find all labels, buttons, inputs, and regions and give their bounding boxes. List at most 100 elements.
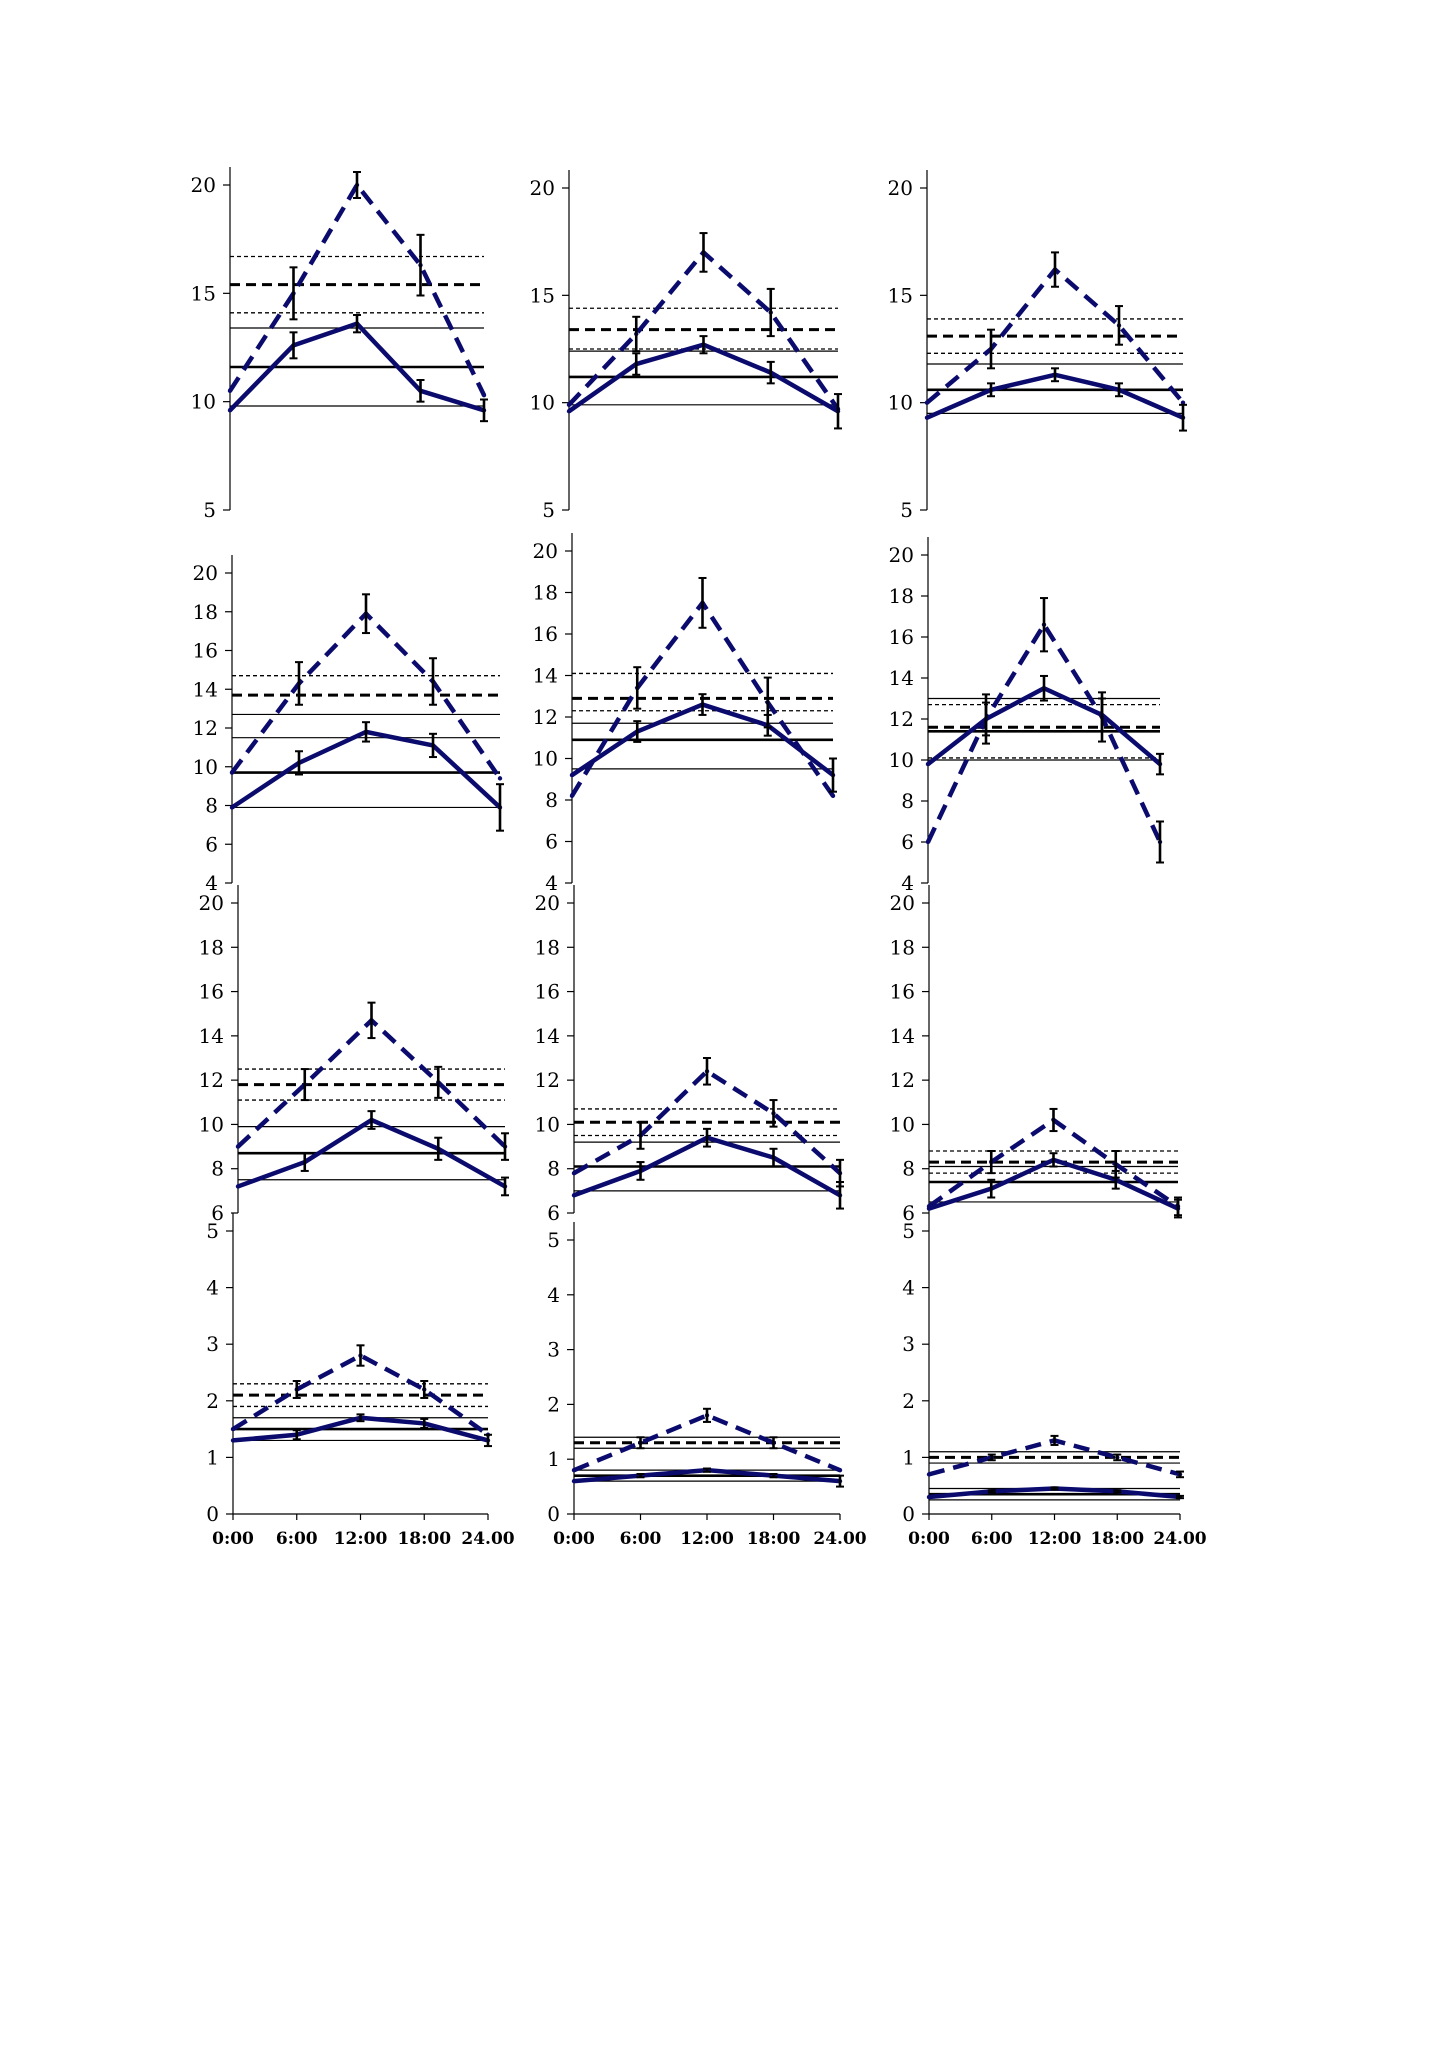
data-point	[481, 392, 487, 398]
error-bar	[1156, 752, 1164, 776]
error-bar	[484, 1433, 492, 1448]
y-tick-label: 14	[890, 1024, 915, 1048]
y-tick-label: 20	[199, 891, 224, 915]
y-tick-label: 10	[535, 1112, 560, 1136]
error-bar	[300, 1152, 309, 1172]
y-tick-label: 0	[902, 1502, 915, 1526]
error-bar	[416, 379, 425, 403]
y-tick-label: 8	[545, 788, 558, 812]
error-bar	[1049, 1152, 1058, 1168]
error-bar	[1049, 1107, 1058, 1133]
y-tick-label: 12	[535, 1068, 560, 1092]
error-bar	[1115, 382, 1123, 398]
y-tick-label: 6	[902, 1201, 915, 1225]
error-bar	[766, 360, 775, 385]
x-tick-label: 24.00	[1153, 1529, 1206, 1549]
data-point	[566, 409, 572, 414]
y-tick-label: 8	[547, 1157, 560, 1181]
series-line-dashed	[573, 1413, 841, 1473]
series-line-solid	[230, 729, 502, 810]
data-point	[837, 1467, 843, 1473]
y-tick-label: 5	[902, 1219, 915, 1243]
error-bar	[1051, 251, 1059, 288]
error-bar	[763, 713, 772, 737]
chart-panel-6: 4 6 8 10 12 14 16 18 20	[889, 537, 1164, 895]
x-tick-label: 18:00	[1090, 1529, 1144, 1549]
y-tick-label: 12	[889, 707, 914, 731]
error-bar	[632, 352, 641, 376]
y-tick-label: 3	[902, 1332, 915, 1356]
error-bar	[1179, 403, 1187, 432]
data-point	[227, 408, 233, 413]
error-bar	[636, 1472, 645, 1479]
y-tick-label: 20	[890, 891, 915, 915]
y-tick-label: 8	[205, 794, 218, 818]
y-tick-label: 14	[193, 677, 218, 701]
x-tick-label: 0:00	[212, 1529, 254, 1549]
y-tick-label: 2	[206, 1389, 219, 1413]
error-bar	[295, 661, 303, 706]
x-tick-label: 6:00	[971, 1529, 1013, 1549]
y-tick-label: 5	[206, 1219, 219, 1243]
error-bar	[1113, 1453, 1122, 1462]
y-tick-label: 4	[545, 871, 558, 895]
y-tick-label: 20	[530, 176, 555, 200]
error-bar	[434, 1065, 443, 1099]
y-tick-label: 10	[533, 747, 558, 771]
error-bar	[356, 1344, 365, 1367]
error-bar	[1051, 367, 1059, 383]
error-bar	[987, 1489, 996, 1494]
y-tick-label: 12	[193, 716, 218, 740]
y-tick-label: 12	[199, 1068, 224, 1092]
series-line-dashed	[231, 1353, 490, 1437]
error-bar	[987, 1178, 996, 1199]
x-tick-label: 24.00	[461, 1529, 514, 1549]
y-tick-label: 20	[535, 891, 560, 915]
error-bar	[632, 315, 641, 353]
data-point	[229, 805, 235, 810]
error-bar	[353, 314, 361, 334]
x-tick-label: 12:00	[334, 1529, 388, 1549]
data-point	[926, 1472, 932, 1477]
y-tick-label: 15	[888, 283, 913, 307]
y-tick-label: 12	[533, 705, 558, 729]
y-tick-label: 20	[888, 176, 913, 200]
y-tick-label: 4	[205, 871, 218, 895]
error-bar	[1040, 597, 1048, 653]
error-bar	[289, 331, 298, 360]
data-point	[925, 761, 931, 767]
x-tick-label: 6:00	[276, 1529, 318, 1549]
y-tick-label: 8	[211, 1157, 224, 1181]
y-tick-label: 16	[889, 625, 914, 649]
y-tick-label: 10	[199, 1112, 224, 1136]
y-tick-label: 18	[889, 584, 914, 608]
y-tick-label: 15	[191, 281, 216, 305]
chart-panel-7: 6 8 10 12 14 16 18 20	[199, 885, 509, 1225]
error-bar	[698, 693, 707, 716]
y-tick-label: 18	[890, 935, 915, 959]
data-point	[229, 770, 235, 775]
error-bar	[836, 1474, 844, 1488]
error-bar	[829, 757, 837, 793]
data-point	[571, 1170, 577, 1176]
error-bar	[416, 233, 425, 297]
y-tick-label: 5	[203, 498, 216, 522]
error-bar	[356, 1413, 365, 1423]
error-bar	[1113, 1489, 1122, 1494]
y-tick-label: 6	[545, 830, 558, 854]
x-tick-label: 24.00	[813, 1529, 866, 1549]
error-bar	[769, 1099, 778, 1128]
y-tick-label: 6	[205, 832, 218, 856]
error-bar	[699, 335, 708, 355]
y-tick-label: 0	[206, 1502, 219, 1526]
error-bar	[434, 1136, 443, 1161]
y-tick-label: 2	[547, 1392, 560, 1416]
y-tick-label: 5	[547, 1228, 560, 1252]
error-bar	[636, 1436, 645, 1450]
chart-panel-4: 4 6 8 10 12 14 16 18 20	[193, 555, 504, 895]
y-tick-label: 10	[888, 391, 913, 415]
chart-panel-1: 5 10 15 20	[191, 167, 488, 522]
y-tick-label: 12	[890, 1068, 915, 1092]
y-tick-label: 14	[533, 664, 558, 688]
error-bar	[1050, 1486, 1059, 1491]
